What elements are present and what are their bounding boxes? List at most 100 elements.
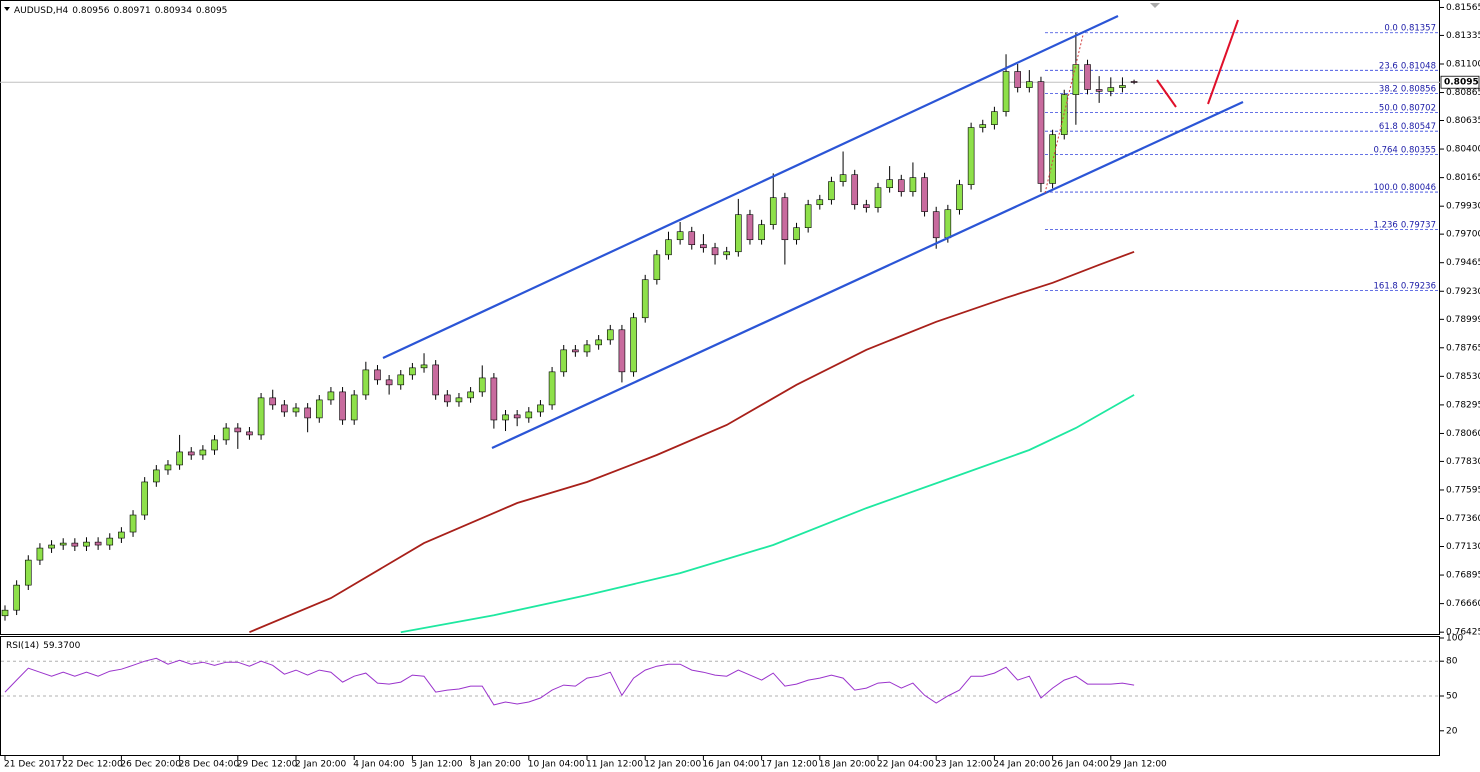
- candle-body: [874, 187, 882, 208]
- candle-body: [94, 541, 102, 546]
- y-tick-label: 0.77595: [1446, 485, 1480, 495]
- candle-body: [1119, 85, 1126, 88]
- candle-body: [36, 547, 44, 561]
- candle-body: [979, 124, 987, 128]
- candle-body: [385, 379, 393, 386]
- y-tick-label: 0.81565: [1446, 3, 1480, 13]
- candle-body: [48, 544, 55, 549]
- candle-body: [700, 244, 707, 249]
- candle-body: [199, 449, 207, 456]
- fib-label: 100.0 0.80046: [1374, 183, 1437, 193]
- candle-body: [339, 391, 346, 421]
- header-open: 0.80956: [72, 6, 109, 16]
- y-tick-label: 0.79930: [1446, 202, 1480, 212]
- candle-body: [129, 514, 137, 533]
- y-tick-label: 0.80400: [1446, 145, 1480, 155]
- candle-body: [409, 367, 416, 376]
- candle-body: [304, 407, 311, 419]
- x-tick-label: 10 Jan 04:00: [528, 760, 585, 770]
- candle-body: [746, 214, 754, 241]
- y-tick-label: 0.80635: [1446, 116, 1480, 126]
- fib-price-text: 0.81048: [1401, 61, 1436, 71]
- candle-body: [537, 404, 544, 413]
- candle-body: [665, 239, 672, 256]
- rsi-y-tick-label: 50: [1446, 692, 1458, 702]
- x-tick-label: 11 Jan 12:00: [586, 760, 643, 770]
- candle-body: [932, 211, 940, 239]
- y-tick-label: 0.78999: [1446, 315, 1480, 325]
- candle-body: [222, 427, 230, 441]
- x-tick-label: 26 Dec 20:00: [120, 760, 181, 770]
- symbol: AUDUSD,H4: [14, 6, 69, 16]
- moving-average: [249, 250, 1135, 634]
- candle-body: [153, 469, 160, 483]
- fib-level-text: 23.6: [1379, 61, 1398, 71]
- header-low: 0.80934: [155, 6, 192, 16]
- fib-price-text: 0.79737: [1401, 220, 1436, 230]
- candle-body: [630, 317, 637, 373]
- x-tick-label: 17 Jan 12:00: [761, 760, 818, 770]
- candle-body: [71, 542, 79, 547]
- candle-body: [525, 411, 533, 419]
- rsi-y-tick-label: 100: [1446, 634, 1463, 644]
- x-tick-label: 24 Jan 20:00: [993, 760, 1050, 770]
- fib-price-text: 0.80547: [1401, 122, 1436, 132]
- fib-trendline: [1044, 34, 1084, 194]
- candle-body: [991, 111, 998, 125]
- x-tick-label: 26 Jan 04:00: [1052, 760, 1109, 770]
- rsi-header: RSI(14) 59.3700: [6, 641, 81, 651]
- channel-upper: [382, 15, 1119, 359]
- candle-body: [246, 431, 253, 436]
- fib-price-text: 0.80355: [1401, 145, 1436, 155]
- fib-price-text: 0.81357: [1401, 23, 1436, 33]
- x-tick-label: 5 Jan 12:00: [411, 760, 463, 770]
- y-tick-label: 0.80865: [1446, 88, 1480, 98]
- candle-body: [723, 251, 730, 256]
- arrow-up: [1207, 19, 1239, 105]
- candle-body: [187, 451, 195, 456]
- candle-body: [816, 199, 824, 206]
- channel-lower: [491, 101, 1244, 449]
- candle-body: [13, 584, 20, 611]
- candle-body: [1049, 134, 1056, 184]
- candle-body: [292, 407, 300, 413]
- y-tick-label: 0.81335: [1446, 31, 1480, 41]
- candle-body: [420, 364, 428, 369]
- y-tick-label: 0.79465: [1446, 258, 1480, 268]
- candle-body: [257, 397, 265, 436]
- candle-body: [24, 559, 32, 586]
- fib-level-text: 0.764: [1374, 145, 1398, 155]
- shift-marker: [1150, 3, 1160, 8]
- rsi-y-tick-label: 20: [1446, 726, 1458, 736]
- candle-body: [560, 349, 568, 373]
- candle-body: [944, 209, 952, 239]
- candle-body: [1002, 71, 1010, 112]
- candle-body: [315, 399, 323, 419]
- x-tick-label: 2 Jan 20:00: [295, 760, 347, 770]
- candle-body: [676, 231, 684, 241]
- moving-average: [400, 394, 1135, 634]
- candle-body: [956, 184, 963, 211]
- fib-label: 23.6 0.81048: [1379, 61, 1436, 71]
- y-tick-label: 0.80165: [1446, 173, 1480, 183]
- candle-body: [606, 329, 614, 341]
- candle-body: [1037, 81, 1045, 184]
- candle-body: [490, 377, 498, 421]
- candle-body: [583, 344, 591, 353]
- candle-body: [211, 439, 218, 451]
- candle-body: [502, 414, 509, 421]
- candle-body: [478, 377, 486, 393]
- candle-body: [735, 214, 742, 253]
- candle-body: [688, 231, 696, 246]
- rsi-line: [4, 657, 1135, 706]
- y-tick-label: 0.76660: [1446, 599, 1480, 609]
- candle-body: [1014, 71, 1021, 88]
- fib-label: 1.236 0.79737: [1374, 220, 1437, 230]
- candle-body: [572, 349, 579, 353]
- fib-label: 38.2 0.80856: [1379, 84, 1436, 94]
- candle-body: [397, 374, 405, 386]
- y-tick-label: 0.81100: [1446, 59, 1480, 69]
